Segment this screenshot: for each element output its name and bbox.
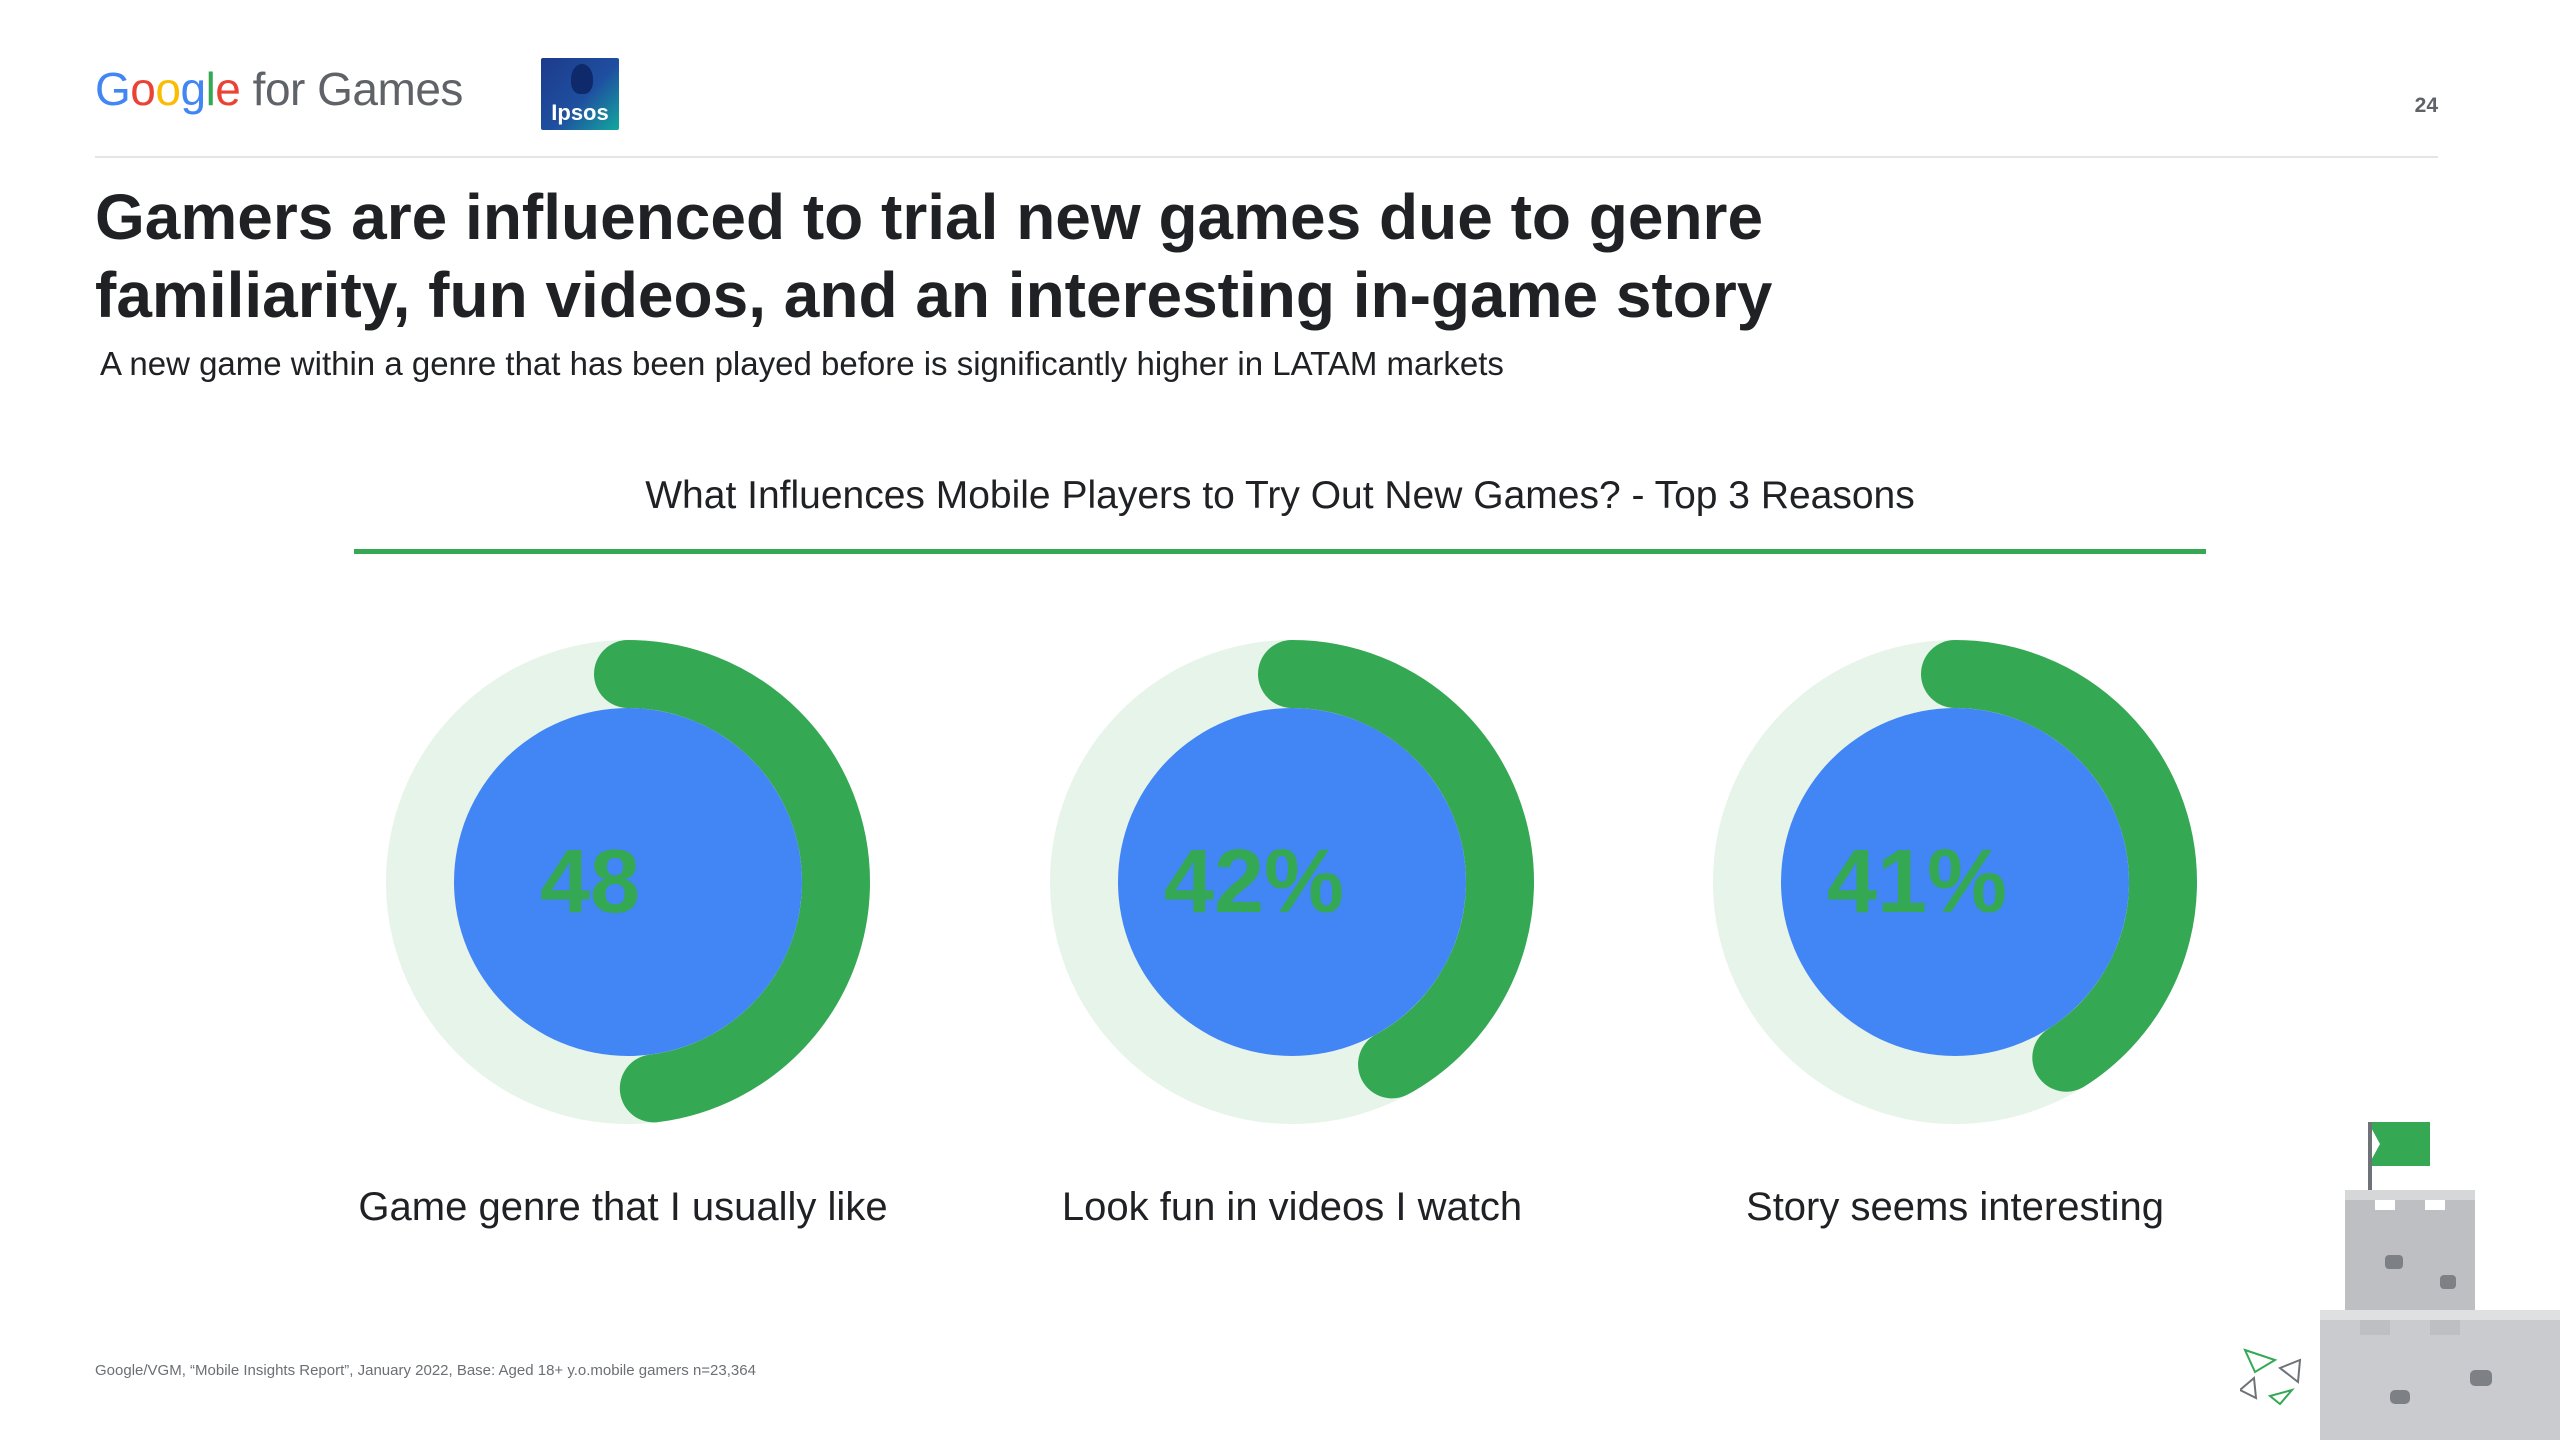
donut-value-arc xyxy=(1050,640,1534,1124)
donut-2: 42% xyxy=(1050,640,1534,1124)
slide-subtitle: A new game within a genre that has been … xyxy=(100,345,1504,382)
source-footnote: Google/VGM, “Mobile Insights Report”, Ja… xyxy=(95,1362,756,1379)
castle-illustration-icon xyxy=(2240,1122,2560,1440)
donut-value-arc xyxy=(386,640,870,1124)
donut-center xyxy=(1781,708,2129,1056)
donut-1: 48 xyxy=(386,640,870,1124)
page-number: 24 xyxy=(2414,94,2438,117)
donut-value-label: 48 xyxy=(540,832,640,932)
chart-title-underline xyxy=(354,549,2206,554)
header-divider xyxy=(95,156,2438,158)
chart-label-videos: Look fun in videos I watch xyxy=(1061,1185,1523,1229)
donut-3: 41% xyxy=(1713,640,2197,1124)
slide-title: Gamers are influenced to trial new games… xyxy=(95,181,1773,331)
donut-value-label: 41% xyxy=(1827,832,2007,932)
donut-charts: 48 42% 41% xyxy=(386,640,2197,1124)
google-for-games-logo: Google for Games xyxy=(95,63,463,115)
chart-label-story: Story seems interesting xyxy=(1746,1185,2164,1229)
ipsos-logo: Ipsos xyxy=(541,58,619,130)
ipsos-mark-icon xyxy=(571,64,593,94)
donut-value-arc xyxy=(1713,640,2197,1124)
donut-value-label: 42% xyxy=(1164,832,1344,932)
donut-center xyxy=(454,708,802,1056)
chart-label-genre: Game genre that I usually like xyxy=(358,1185,888,1229)
chart-title: What Influences Mobile Players to Try Ou… xyxy=(645,474,1915,517)
donut-center xyxy=(1118,708,1466,1056)
